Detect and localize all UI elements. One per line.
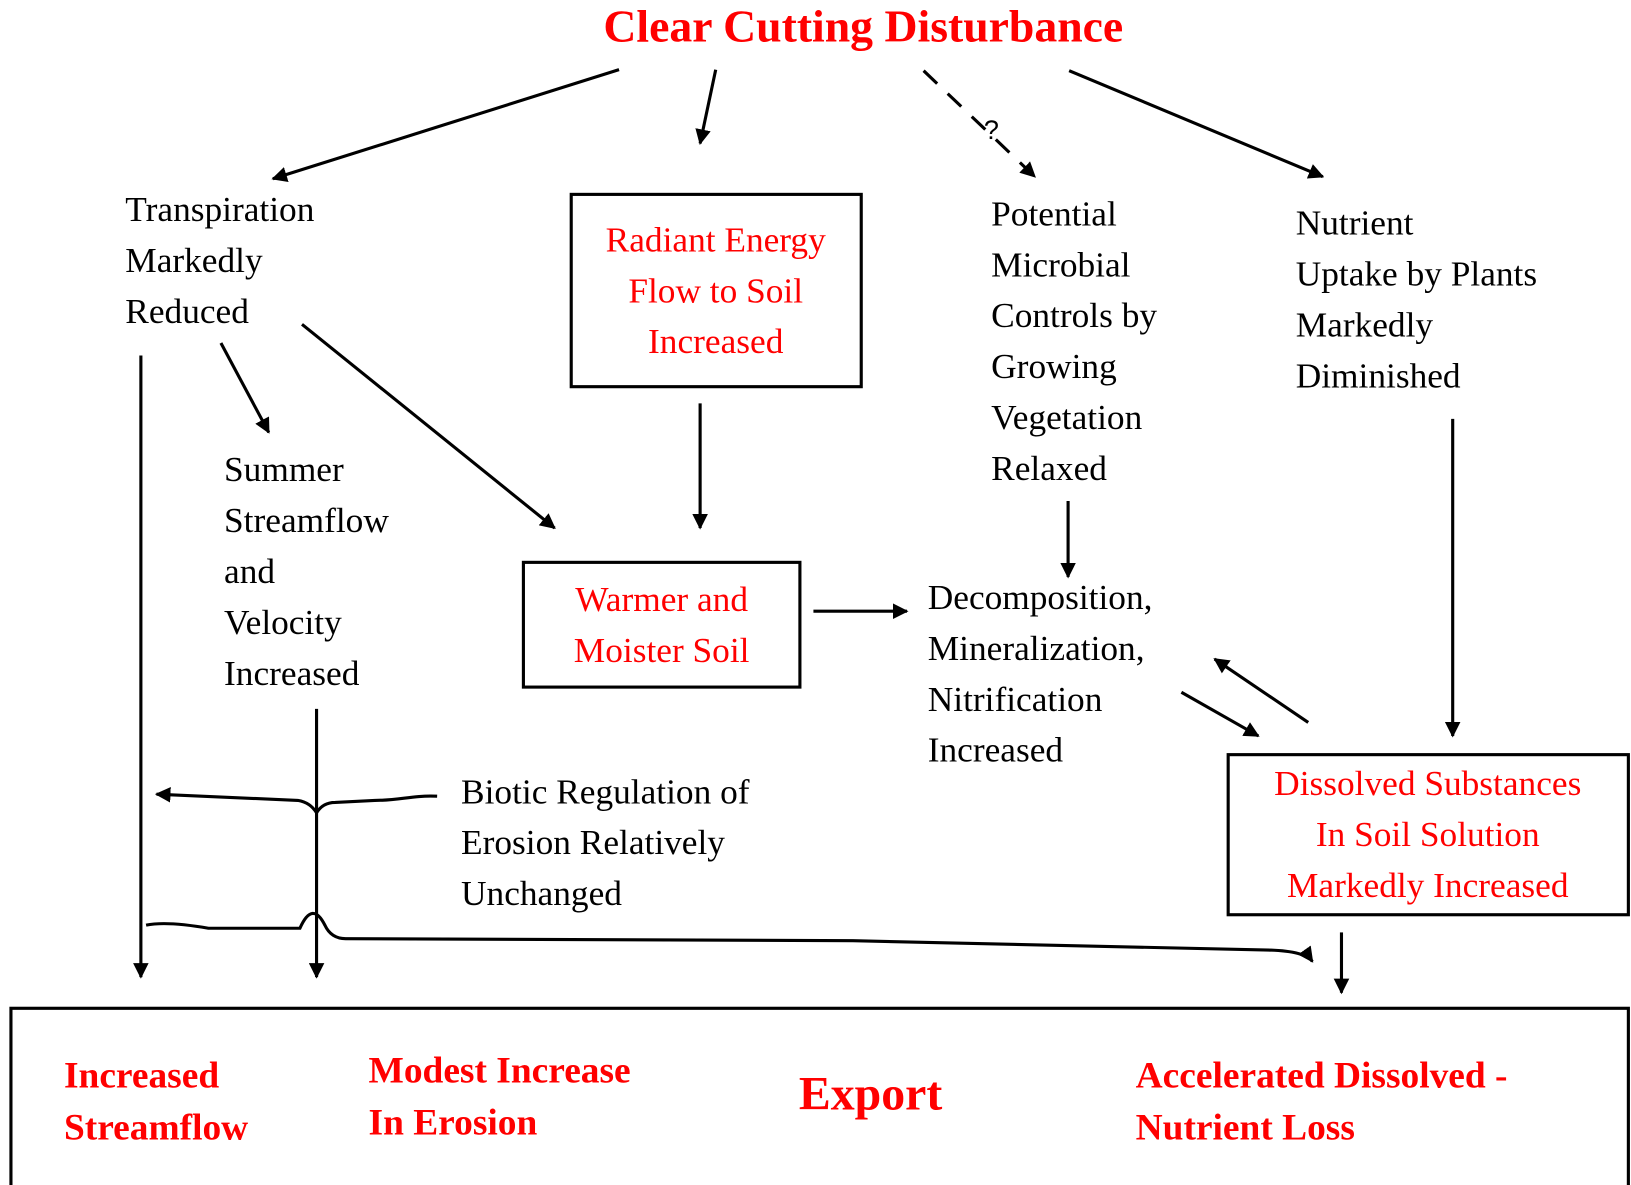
arrows xyxy=(133,68,1461,995)
node-text: Microbial xyxy=(991,245,1130,284)
node-text: Mineralization, xyxy=(928,629,1145,668)
node-text: Diminished xyxy=(1296,357,1461,396)
node-text: Controls by xyxy=(991,296,1157,335)
node-text: Radiant Energy xyxy=(606,220,826,259)
node-text: Growing xyxy=(991,347,1117,386)
node-text: Streamflow xyxy=(224,501,389,540)
node-text: Transpiration xyxy=(125,190,314,229)
boxes xyxy=(9,192,1630,1185)
node-text: Increased xyxy=(648,322,784,361)
node-text: Potential xyxy=(991,194,1117,233)
node-text: Warmer and xyxy=(575,580,748,619)
box xyxy=(521,560,802,689)
node-text: Relaxed xyxy=(991,449,1107,488)
export-item: Accelerated Dissolved - xyxy=(1136,1056,1508,1097)
question-mark: ? xyxy=(984,115,999,145)
arrow xyxy=(271,68,620,183)
node-text: Nitrification xyxy=(928,680,1103,719)
node-text: Moister Soil xyxy=(574,631,750,670)
arrow xyxy=(301,323,556,530)
box xyxy=(1226,753,1630,917)
box xyxy=(569,192,863,389)
node-text: Markedly xyxy=(1296,306,1434,345)
node-text: Velocity xyxy=(224,603,342,642)
export-item: In Erosion xyxy=(369,1102,538,1143)
node-text: Vegetation xyxy=(991,398,1142,437)
arrow xyxy=(695,69,718,145)
node-text: Erosion Relatively xyxy=(461,823,725,862)
export-label: Export xyxy=(799,1068,942,1121)
node-text: Increased xyxy=(224,654,360,693)
arrow xyxy=(154,786,438,816)
node-text: Increased xyxy=(928,731,1064,770)
export-item: Modest Increase xyxy=(369,1050,631,1091)
node-text: Markedly xyxy=(125,241,263,280)
node-text: Biotic Regulation of xyxy=(461,772,750,811)
arrow xyxy=(1068,69,1325,179)
node-text: Nutrient xyxy=(1296,204,1414,243)
node-text: Decomposition, xyxy=(928,578,1153,617)
arrow xyxy=(219,342,271,434)
node-text: Reduced xyxy=(125,292,249,331)
node-text: Unchanged xyxy=(461,874,622,913)
export-item: Streamflow xyxy=(64,1108,248,1149)
node-text: and xyxy=(224,552,275,591)
node-text: Uptake by Plants xyxy=(1296,255,1537,294)
arrow xyxy=(1180,690,1260,738)
node-text: Summer xyxy=(224,450,344,489)
node-text: Dissolved Substances xyxy=(1274,764,1581,803)
arrow xyxy=(1213,657,1310,724)
node-text: Markedly Increased xyxy=(1287,866,1569,905)
export-box xyxy=(9,1006,1630,1185)
node-text: Flow to Soil xyxy=(628,271,803,310)
export-item: Nutrient Loss xyxy=(1136,1108,1355,1149)
arrow xyxy=(922,69,1036,178)
title: Clear Cutting Disturbance xyxy=(603,1,1123,52)
export-item: Increased xyxy=(64,1056,219,1097)
node-text: In Soil Solution xyxy=(1316,815,1540,854)
arrow xyxy=(145,911,1314,963)
labels: Transpiration Markedly Reduced Radiant Ener… xyxy=(64,190,1581,1148)
